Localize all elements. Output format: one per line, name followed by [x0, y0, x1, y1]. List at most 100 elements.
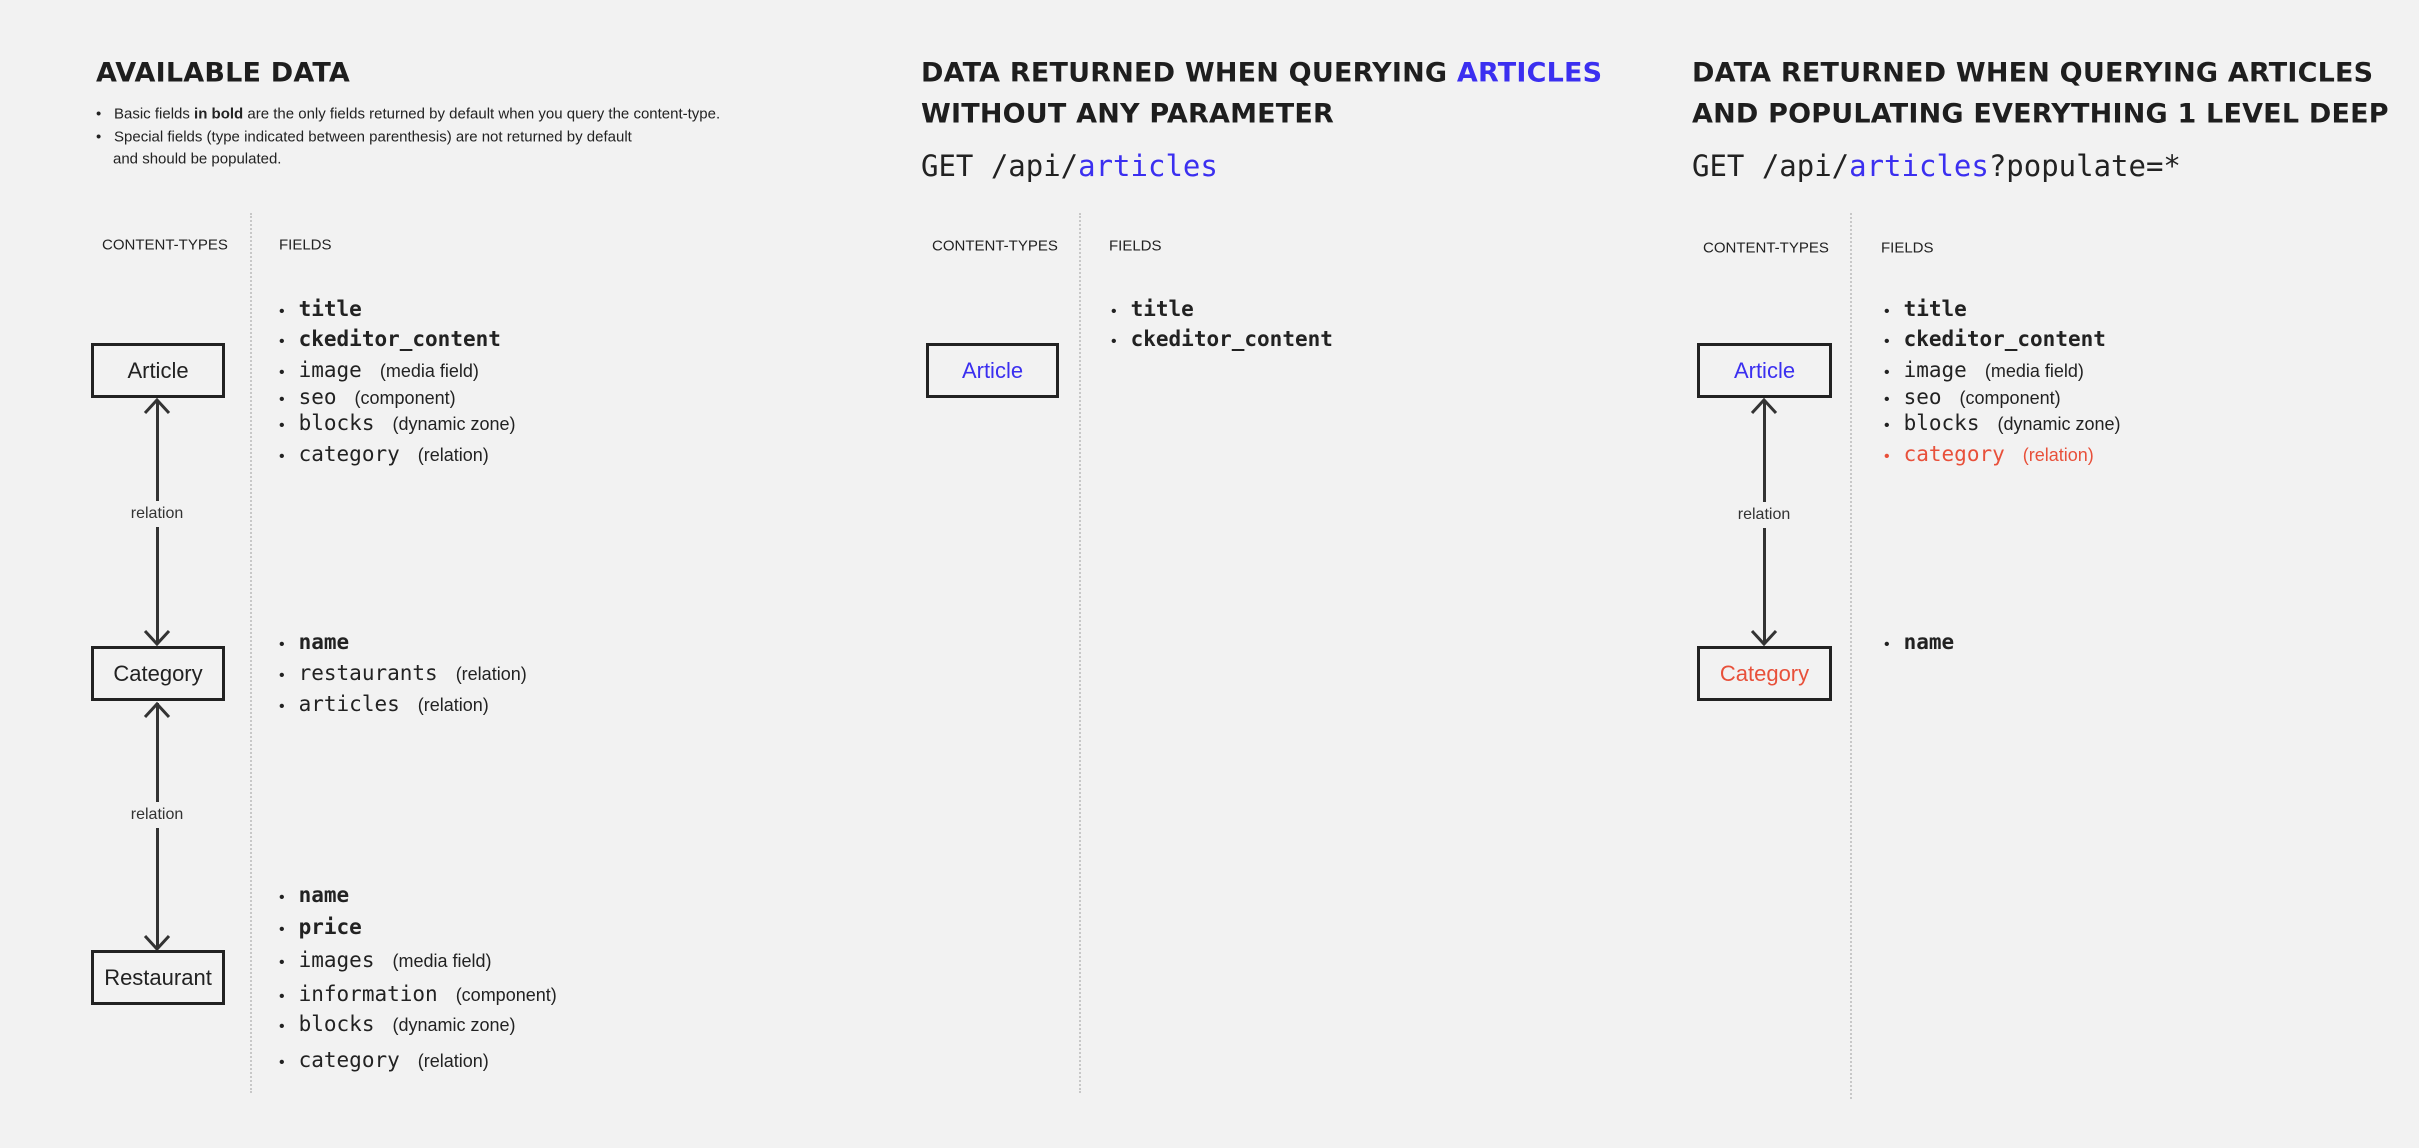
field-type: (relation)	[417, 445, 489, 465]
request-resource: articles	[1078, 149, 1218, 183]
bullet: •	[1884, 364, 1890, 381]
bullet: •	[279, 667, 285, 684]
field-type: (media field)	[379, 361, 479, 381]
field-name: ckeditor_content	[298, 327, 501, 351]
request-query: ?populate=*	[1988, 149, 2181, 183]
fields-header: FIELDS	[1109, 237, 1162, 255]
bullet: •	[1884, 417, 1890, 434]
note-continuation: and should be populated.	[113, 150, 282, 168]
arrowhead-down-icon	[143, 934, 171, 952]
field-name: name	[298, 630, 350, 654]
bullet: •	[96, 128, 102, 146]
field-name: ckeditor_content	[1130, 327, 1333, 351]
content-types-header: CONTENT-TYPES	[1703, 239, 1829, 257]
field-item: • images (media field)	[279, 948, 492, 972]
column-divider	[250, 213, 252, 1093]
bullet: •	[279, 698, 285, 715]
bullet: •	[1111, 303, 1117, 320]
bullet: •	[1884, 303, 1890, 320]
bullet: •	[279, 921, 285, 938]
request-resource: articles	[1849, 149, 1989, 183]
arrowhead-up-icon	[143, 397, 171, 415]
field-name: category	[298, 1048, 400, 1072]
field-type: (component)	[354, 388, 456, 408]
field-item: • category (relation)	[279, 442, 489, 466]
field-item: • restaurants (relation)	[279, 661, 527, 685]
field-name: blocks	[1903, 411, 1980, 435]
field-item: • blocks (dynamic zone)	[1884, 411, 2121, 435]
content-type-restaurant: Restaurant	[91, 950, 225, 1005]
bullet: •	[279, 636, 285, 653]
arrowhead-down-icon	[143, 629, 171, 647]
arrowhead-down-icon	[1750, 629, 1778, 647]
field-name: name	[298, 883, 350, 907]
field-name: blocks	[298, 1012, 375, 1036]
field-item: • information (component)	[279, 982, 557, 1006]
field-type: (dynamic zone)	[392, 414, 516, 434]
request-prefix: GET /api/	[1692, 149, 1850, 183]
fields-header: FIELDS	[1881, 239, 1934, 257]
field-item: • ckeditor_content	[1111, 327, 1333, 351]
note-bold-text: in bold	[194, 105, 244, 123]
field-item: • name	[279, 630, 349, 654]
bullet: •	[279, 391, 285, 408]
field-type: (relation)	[2022, 445, 2094, 465]
field-name: blocks	[298, 411, 375, 435]
bullet: •	[279, 333, 285, 350]
content-type-article: Article	[1697, 343, 1832, 398]
title-highlight: ARTICLES	[1456, 57, 1603, 89]
field-item: • image (media field)	[1884, 358, 2084, 382]
field-type: (component)	[1959, 388, 2061, 408]
bullet: •	[279, 889, 285, 906]
query-populate-title-line1: DATA RETURNED WHEN QUERYING ARTICLES	[1692, 57, 2374, 89]
title-text: DATA RETURNED WHEN QUERYING	[921, 57, 1457, 89]
content-types-header: CONTENT-TYPES	[932, 237, 1058, 255]
field-name: articles	[298, 692, 400, 716]
bullet: •	[1884, 333, 1890, 350]
field-name: seo	[298, 385, 337, 409]
bullet: •	[279, 1054, 285, 1071]
note-basic-fields: • Basic fields in bold are the only fiel…	[96, 106, 720, 123]
field-item: • ckeditor_content	[1884, 327, 2106, 351]
content-type-article: Article	[91, 343, 225, 398]
bullet: •	[279, 417, 285, 434]
note-text: Basic fields	[114, 105, 195, 123]
field-item: • title	[1884, 297, 1967, 321]
relation-label: relation	[1737, 502, 1791, 528]
field-item: • blocks (dynamic zone)	[279, 411, 516, 435]
arrowheads	[1750, 397, 1778, 647]
relation-label: relation	[130, 501, 184, 527]
field-name: image	[1903, 358, 1967, 382]
content-type-article: Article	[926, 343, 1059, 398]
field-name: title	[298, 297, 362, 321]
bullet: •	[279, 303, 285, 320]
bullet: •	[279, 364, 285, 381]
field-name: title	[1903, 297, 1967, 321]
arrowhead-up-icon	[1750, 397, 1778, 415]
arrowhead-up-icon	[143, 701, 171, 719]
note-special-fields: • Special fields (type indicated between…	[96, 129, 632, 146]
field-type: (component)	[455, 985, 557, 1005]
field-type: (relation)	[417, 1051, 489, 1071]
available-data-title: AVAILABLE DATA	[96, 57, 351, 89]
field-type: (relation)	[417, 695, 489, 715]
field-item: • price	[279, 915, 362, 939]
bullet: •	[279, 1018, 285, 1035]
bullet: •	[279, 954, 285, 971]
field-name: price	[298, 915, 362, 939]
field-item: • ckeditor_content	[279, 327, 501, 351]
content-type-category: Category	[91, 646, 225, 701]
api-request: GET /api/articles	[921, 149, 1218, 183]
field-name: title	[1130, 297, 1194, 321]
field-name: category	[1903, 442, 2005, 466]
field-name: image	[298, 358, 362, 382]
column-divider	[1850, 213, 1852, 1099]
bullet: •	[96, 105, 102, 123]
field-name: restaurants	[298, 661, 438, 685]
note-text: Special fields (type indicated between p…	[114, 128, 632, 146]
field-item: • seo (component)	[1884, 385, 2061, 409]
field-item: • category (relation)	[279, 1048, 489, 1072]
field-item: • articles (relation)	[279, 692, 489, 716]
field-item: • blocks (dynamic zone)	[279, 1012, 516, 1036]
field-name: seo	[1903, 385, 1942, 409]
